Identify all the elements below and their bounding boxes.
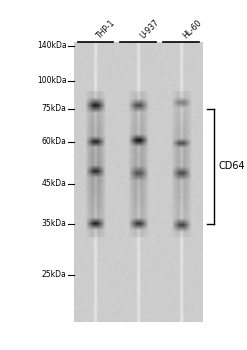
Text: 45kDa: 45kDa (42, 179, 67, 188)
Text: U-937: U-937 (138, 18, 161, 40)
Text: CD64: CD64 (219, 161, 245, 171)
Text: 100kDa: 100kDa (37, 76, 67, 85)
Text: 60kDa: 60kDa (42, 137, 67, 146)
Text: THP-1: THP-1 (96, 18, 118, 40)
Text: 25kDa: 25kDa (42, 270, 67, 279)
Text: 75kDa: 75kDa (42, 104, 67, 113)
Text: HL-60: HL-60 (181, 18, 203, 40)
Text: 35kDa: 35kDa (42, 219, 67, 229)
Text: 140kDa: 140kDa (37, 41, 67, 50)
